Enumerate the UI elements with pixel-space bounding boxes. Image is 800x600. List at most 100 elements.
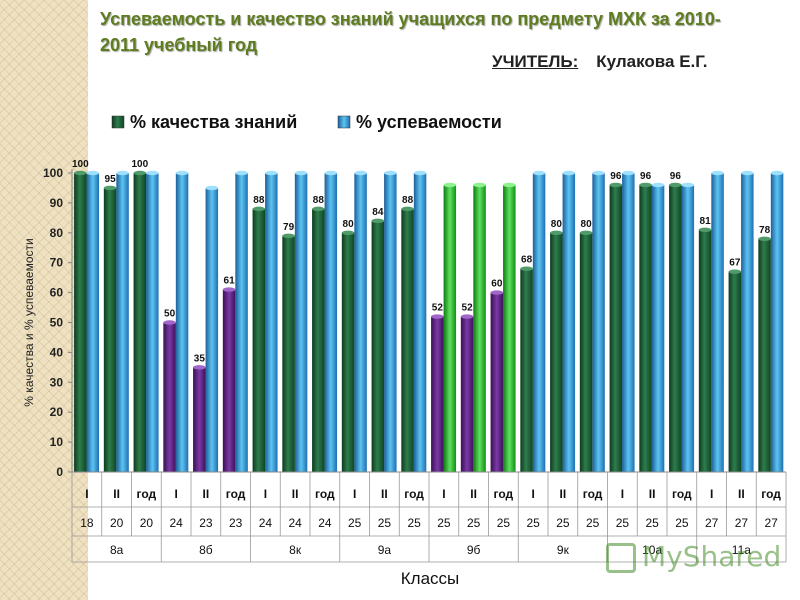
x-period-label: год [315, 487, 335, 501]
y-tick-label: 50 [50, 316, 64, 330]
success-bar [711, 173, 724, 472]
x-class-label: 11а [732, 543, 751, 557]
success-bar-cap [235, 170, 248, 176]
quality-bar-cap [74, 170, 87, 176]
success-bar [592, 173, 605, 472]
x-count-label: 24 [288, 516, 302, 530]
quality-bar [133, 173, 147, 472]
success-bar [770, 173, 784, 472]
quality-value-label: 80 [343, 219, 355, 230]
success-bar-cap [770, 170, 784, 176]
success-bar [741, 173, 754, 472]
y-tick-label: 80 [50, 226, 64, 240]
success-bar-cap [175, 170, 189, 176]
x-period-label: год [583, 487, 603, 501]
success-bar-cap [354, 170, 367, 176]
success-bar [443, 184, 457, 472]
success-bar-cap [294, 170, 308, 176]
y-tick-label: 60 [50, 286, 64, 300]
quality-bar-cap [758, 236, 771, 241]
x-period-label: год [672, 487, 692, 501]
quality-bar [74, 173, 87, 472]
success-bar-cap [146, 170, 159, 176]
x-count-label: 24 [259, 516, 273, 530]
quality-bar [252, 208, 266, 472]
x-count-label: 25 [467, 516, 481, 530]
success-bar [651, 184, 665, 472]
quality-value-label: 78 [759, 225, 771, 236]
teacher-line: УЧИТЕЛЬ: Кулакова Е.Г. [492, 52, 708, 72]
x-period-label: I [442, 487, 445, 501]
quality-bar-cap [520, 266, 533, 271]
x-count-label: 25 [497, 516, 511, 530]
quality-bar [609, 184, 623, 472]
success-bar-cap [651, 182, 665, 188]
quality-value-label: 88 [253, 195, 265, 206]
x-period-label: год [494, 487, 514, 501]
quality-bar [520, 268, 533, 472]
x-period-label: I [174, 487, 177, 501]
x-period-label: II [649, 487, 656, 501]
x-class-label: 8б [199, 543, 213, 557]
quality-bar-cap [550, 230, 563, 235]
quality-bar [460, 316, 474, 472]
success-bar-cap [324, 170, 338, 176]
quality-bar-cap [639, 182, 652, 188]
x-count-label: 24 [169, 516, 183, 530]
x-count-label: 18 [80, 516, 94, 530]
quality-bar-cap [460, 314, 474, 319]
quality-bar [698, 229, 712, 472]
success-bar [265, 173, 278, 472]
quality-bar [163, 322, 176, 472]
y-axis: 0 10 20 30 40 50 60 70 80 90 100 % качества и % усп… [22, 166, 73, 479]
quality-value-label: 52 [432, 303, 444, 314]
success-bar-cap [562, 170, 576, 176]
x-class-label: 9а [378, 543, 392, 557]
x-count-label: 27 [705, 516, 719, 530]
success-bar-cap [205, 185, 219, 191]
x-period-label: I [710, 487, 713, 501]
legend-swatch [337, 115, 351, 129]
success-bar-cap [413, 170, 427, 176]
x-count-label: 27 [764, 516, 778, 530]
success-bar [205, 187, 219, 472]
x-period-label: год [137, 487, 157, 501]
success-bar-cap [265, 170, 278, 176]
quality-bar [431, 316, 444, 472]
legend-label: % качества знаний [130, 112, 297, 132]
quality-bar [728, 271, 742, 472]
x-class-label: 10а [642, 543, 662, 557]
quality-bar [371, 220, 385, 472]
x-period-label: II [203, 487, 210, 501]
x-count-label: 23 [199, 516, 213, 530]
success-bar-cap [116, 170, 129, 176]
success-bar [384, 173, 397, 472]
quality-bar-cap [163, 320, 176, 325]
y-tick-label: 0 [56, 465, 63, 479]
quality-value-label: 84 [372, 207, 384, 218]
x-count-label: 25 [526, 516, 540, 530]
success-bar [175, 173, 189, 472]
quality-value-label: 96 [610, 171, 622, 182]
quality-bar-cap [133, 170, 147, 176]
x-count-label: 27 [735, 516, 749, 530]
quality-bar-cap [252, 206, 266, 212]
success-bar-cap [711, 170, 724, 176]
quality-bar-cap [103, 185, 117, 191]
teacher-label: УЧИТЕЛЬ: [492, 52, 579, 71]
quality-bar [669, 184, 682, 472]
success-bar-cap [384, 170, 397, 176]
success-bar-cap [622, 170, 635, 176]
x-period-label: год [226, 487, 246, 501]
quality-bar-cap [371, 218, 385, 224]
quality-bar [312, 208, 325, 472]
quality-value-label: 67 [729, 258, 741, 269]
quality-bar [103, 187, 117, 472]
x-axis: I18II20год20I24II23год23I24II24год24I25I… [71, 471, 787, 588]
legend-label: % успеваемости [356, 112, 502, 132]
success-bar [503, 184, 516, 472]
success-bar-cap [592, 170, 605, 176]
success-bar [86, 173, 100, 472]
success-bar-cap [86, 170, 100, 176]
quality-bar-cap [193, 365, 206, 370]
